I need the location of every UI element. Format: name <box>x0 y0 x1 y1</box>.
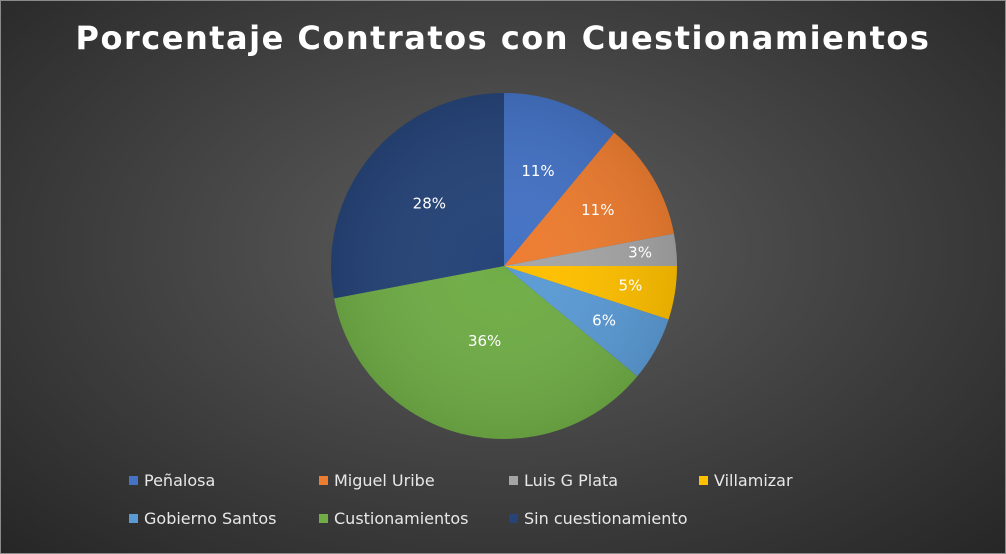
slice-label-sin-cuestionamiento: 28% <box>413 195 446 213</box>
legend-label: Custionamientos <box>334 509 469 528</box>
slice-label-gobierno-santos: 6% <box>592 312 616 330</box>
slice-label-luis-g-plata: 3% <box>628 244 652 262</box>
legend-label: Miguel Uribe <box>334 471 435 490</box>
legend-item-custionamientos: Custionamientos <box>319 509 469 528</box>
legend-item-miguel-uribe: Miguel Uribe <box>319 471 435 490</box>
legend-row: Peñalosa Miguel Uribe Luis G Plata Villamiz… <box>129 471 889 509</box>
slice-label-miguel-uribe: 11% <box>581 201 614 219</box>
legend-label: Gobierno Santos <box>144 509 277 528</box>
legend-label: Peñalosa <box>144 471 216 490</box>
legend-item-villamizar: Villamizar <box>699 471 793 490</box>
legend-item-penalosa: Peñalosa <box>129 471 215 490</box>
legend-item-gobierno-santos: Gobierno Santos <box>129 509 276 528</box>
legend-swatch <box>509 514 518 523</box>
legend: Peñalosa Miguel Uribe Luis G Plata Villamiz… <box>129 471 889 547</box>
legend-swatch <box>319 476 328 485</box>
legend-label: Sin cuestionamiento <box>524 509 688 528</box>
legend-label: Luis G Plata <box>524 471 619 490</box>
legend-row: Gobierno Santos Custionamientos Sin cuesti… <box>129 509 889 547</box>
legend-swatch <box>129 514 138 523</box>
legend-item-sin-cuestionamiento: Sin cuestionamiento <box>509 509 687 528</box>
legend-label: Villamizar <box>714 471 793 490</box>
legend-swatch <box>129 476 138 485</box>
legend-swatch <box>509 476 518 485</box>
chart-title: Porcentaje Contratos con Cuestionamiento… <box>75 19 931 57</box>
slice-label-custionamientos: 36% <box>468 332 501 350</box>
slice-label-penalosa: 11% <box>521 162 554 180</box>
legend-swatch <box>699 476 708 485</box>
legend-item-luis-g-plata: Luis G Plata <box>509 471 618 490</box>
legend-swatch <box>319 514 328 523</box>
slice-label-villamizar: 5% <box>619 277 643 295</box>
